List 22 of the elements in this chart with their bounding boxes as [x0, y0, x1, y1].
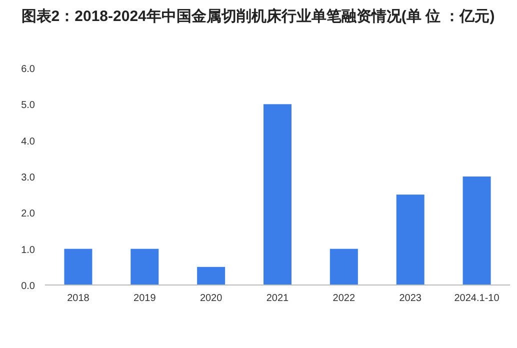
x-tick-label: 2021	[266, 293, 290, 304]
bar	[130, 248, 159, 285]
bar	[197, 266, 226, 285]
y-tick-label: 5.0	[21, 100, 36, 112]
y-tick-label: 6.0	[21, 64, 36, 75]
bar	[462, 176, 491, 285]
x-tick-label: 2023	[399, 293, 422, 304]
x-tick-label: 2024.1-10	[454, 293, 500, 304]
x-tick-label: 2022	[332, 293, 356, 304]
y-tick-label: 3.0	[21, 172, 36, 184]
y-tick-label: 0.0	[21, 281, 36, 292]
bar	[330, 248, 358, 285]
y-tick-label: 1.0	[21, 244, 36, 256]
bar	[64, 248, 92, 285]
y-tick-label: 2.0	[21, 208, 36, 220]
bar	[264, 104, 292, 285]
x-tick-label: 2018	[67, 293, 90, 304]
x-tick-label: 2020	[200, 293, 223, 304]
chart-title: 图表2：2018-2024年中国金属切削机床行业单笔融资情况(单 位 ：亿元)	[20, 7, 496, 27]
x-tick-label: 2019	[134, 293, 156, 304]
bar	[396, 194, 424, 285]
y-tick-label: 4.0	[21, 136, 36, 148]
